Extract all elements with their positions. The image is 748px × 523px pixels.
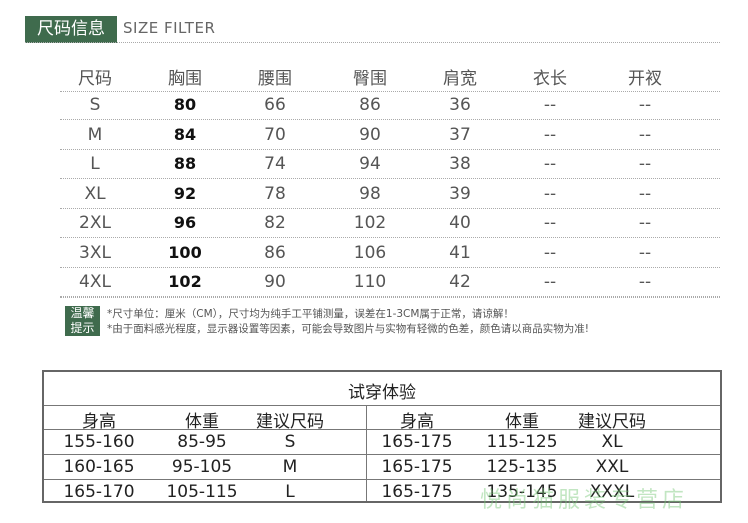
table-cell: XL (601, 432, 623, 452)
table-cell: S (284, 432, 296, 452)
tips-label: 温馨 提示 (65, 306, 100, 336)
column-header: 身高 (400, 412, 434, 432)
table-cell: 92 (173, 183, 197, 203)
table-cell: -- (543, 154, 557, 174)
table-cell: 90 (264, 272, 286, 292)
table-cell: XXXL (589, 482, 635, 502)
table-cell: -- (638, 242, 652, 263)
table-cell: -- (543, 213, 557, 233)
table-cell: -- (638, 124, 652, 145)
table-cell: L (90, 154, 100, 174)
table-cell: 102 (168, 272, 202, 291)
fit-table-title: 试穿体验 (348, 383, 416, 403)
table-cell: 38 (449, 154, 471, 174)
table-cell: 2XL (79, 213, 111, 233)
table-cell: -- (543, 124, 557, 145)
table-cell: 3XL (79, 242, 111, 263)
table-cell: 86 (264, 242, 286, 263)
table-cell: XL (84, 183, 106, 204)
column-header: 衣长 (533, 69, 567, 89)
column-header: 开衩 (628, 69, 662, 89)
column-header: 腰围 (258, 69, 292, 89)
table-cell: 86 (359, 95, 381, 115)
table-cell: 105-115 (166, 482, 238, 502)
column-header: 体重 (505, 412, 539, 432)
table-cell: 125-135 (486, 457, 558, 477)
table-cell: 115-125 (486, 432, 558, 452)
table-cell: 66 (264, 95, 286, 115)
table-cell: 96 (173, 213, 197, 232)
column-header: 尺码 (78, 69, 112, 89)
watermark: 悦尚猫服装专营店 (480, 488, 689, 513)
tip-line: *尺寸单位：厘米（CM），尺寸均为纯手工平铺测量，误差在1-3CM属于正常，请谅… (107, 308, 514, 320)
table-cell: 39 (449, 183, 471, 204)
table-cell: 4XL (79, 272, 111, 292)
table-cell: 85-95 (177, 432, 227, 452)
table-cell: -- (638, 95, 652, 115)
table-cell: -- (638, 213, 652, 233)
table-cell: 135-145 (486, 482, 558, 502)
table-cell: -- (543, 242, 557, 263)
table-cell: 74 (264, 154, 286, 174)
table-cell: 88 (173, 154, 197, 173)
table-cell: 80 (173, 95, 197, 114)
table-cell: M (87, 124, 103, 145)
table-cell: 165-175 (381, 432, 453, 452)
table-cell: S (89, 95, 101, 115)
column-header: 建议尺码 (578, 412, 646, 432)
table-cell: -- (638, 272, 652, 292)
table-cell: 98 (359, 183, 381, 204)
column-header: 体重 (185, 412, 219, 432)
table-cell: 94 (359, 154, 381, 174)
table-cell: 70 (264, 124, 286, 145)
table-cell: -- (638, 154, 652, 174)
section-subtitle: SIZE FILTER (123, 19, 216, 37)
table-cell: 160-165 (63, 457, 135, 477)
table-cell: -- (543, 183, 557, 204)
table-cell: XXL (595, 457, 629, 477)
table-cell: -- (543, 272, 557, 292)
divider (25, 42, 720, 43)
table-cell: 42 (449, 272, 471, 292)
table-cell: 102 (353, 213, 387, 233)
table-cell: 106 (353, 242, 387, 263)
table-cell: 165-175 (381, 457, 453, 477)
table-cell: -- (638, 183, 652, 204)
column-header: 肩宽 (443, 69, 477, 89)
table-cell: L (285, 482, 295, 502)
table-cell: 165-170 (63, 482, 135, 502)
table-cell: 165-175 (381, 482, 453, 502)
table-cell: 37 (449, 124, 471, 145)
table-cell: M (282, 457, 298, 477)
fit-table: 试穿体验 身高 体重 建议尺码 身高 体重 建议尺码 155-160 85-95 S 165-17… (42, 370, 722, 503)
section-title: 尺码信息 (25, 16, 117, 43)
column-header: 身高 (82, 412, 116, 432)
table-cell: 95-105 (171, 457, 233, 477)
column-header: 建议尺码 (256, 412, 324, 432)
column-header: 胸围 (168, 69, 202, 89)
table-cell: 90 (359, 124, 381, 145)
table-cell: 82 (264, 213, 286, 233)
table-cell: 78 (264, 183, 286, 204)
table-cell: 84 (173, 124, 197, 144)
divider (60, 297, 720, 298)
table-cell: -- (543, 95, 557, 115)
table-cell: 110 (353, 272, 387, 292)
column-header: 臀围 (353, 69, 387, 89)
table-cell: 40 (449, 213, 471, 233)
table-cell: 100 (168, 242, 202, 262)
tip-line: *由于面料感光程度，显示器设置等因素，可能会导致图片与实物有轻微的色差，颜色请以… (107, 323, 589, 335)
table-cell: 36 (449, 95, 471, 115)
table-cell: 41 (449, 242, 471, 263)
table-cell: 155-160 (63, 432, 135, 452)
